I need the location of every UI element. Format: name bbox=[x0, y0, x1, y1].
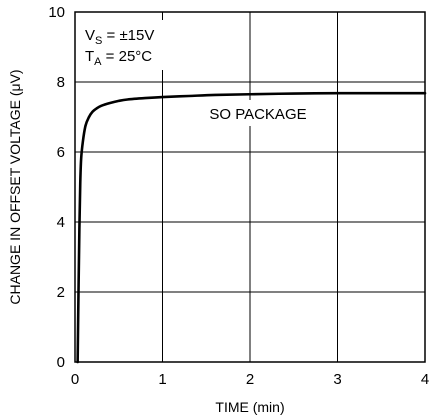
x-tick-label: 1 bbox=[158, 371, 166, 388]
y-tick-label: 2 bbox=[57, 284, 65, 301]
y-tick-labels: 0 2 4 6 8 10 bbox=[48, 4, 65, 371]
series-line-so-package bbox=[78, 93, 425, 362]
y-tick-label: 6 bbox=[57, 144, 65, 161]
series-label-so-package: SO PACKAGE bbox=[209, 106, 306, 123]
x-tick-label: 0 bbox=[71, 371, 79, 388]
x-tick-labels: 0 1 2 3 4 bbox=[71, 371, 429, 388]
x-tick-label: 2 bbox=[246, 371, 254, 388]
y-axis-title: CHANGE IN OFFSET VOLTAGE (μV) bbox=[7, 69, 23, 304]
x-axis-title: TIME (min) bbox=[215, 399, 284, 415]
y-tick-label: 8 bbox=[57, 74, 65, 91]
x-tick-label: 4 bbox=[421, 371, 429, 388]
y-tick-label: 0 bbox=[57, 354, 65, 371]
y-tick-label: 4 bbox=[57, 214, 65, 231]
x-tick-label: 3 bbox=[333, 371, 341, 388]
y-tick-label: 10 bbox=[48, 4, 65, 21]
